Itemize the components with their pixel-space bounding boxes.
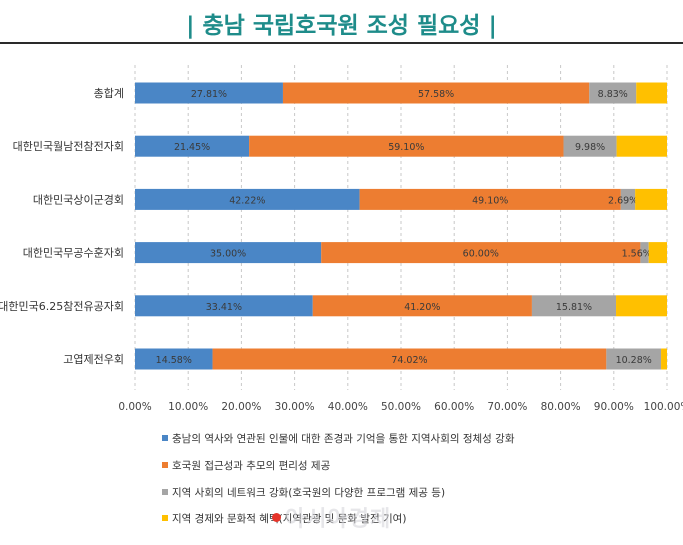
bar-segment	[620, 188, 636, 210]
data-label: 42.22%	[229, 195, 265, 206]
bar-segment	[531, 295, 617, 317]
bar-segment	[589, 82, 637, 104]
legend-swatch	[162, 462, 168, 468]
x-tick-label: 80.00%	[541, 401, 581, 413]
data-label: 2.69%	[608, 195, 638, 206]
category-label: 대한민국6.25참전유공자회	[0, 300, 124, 313]
title-divider	[0, 42, 683, 44]
data-label: 41.20%	[404, 302, 440, 313]
bar-segment	[249, 135, 564, 157]
x-tick-label: 20.00%	[221, 401, 261, 413]
data-label: 57.58%	[418, 89, 454, 100]
data-label: 21.45%	[174, 142, 210, 153]
bar-segment	[135, 135, 250, 157]
legend-label: 지역 사회의 네트워크 강화(호국원의 다양한 프로그램 제공 등)	[172, 486, 446, 499]
bar-segment	[661, 348, 667, 370]
x-tick-label: 100.00%	[644, 401, 683, 413]
bar-segment	[282, 82, 590, 104]
data-label: 1.56%	[622, 249, 652, 260]
data-label: 27.81%	[191, 89, 227, 100]
data-label: 10.28%	[616, 355, 652, 366]
data-label: 60.00%	[463, 249, 499, 260]
bar-segment	[359, 188, 621, 210]
stacked-bar-chart: 0.00% 10.00% 20.00% 30.00% 40.00% 50.00% 60.00…	[0, 65, 683, 413]
watermark-dot	[272, 513, 281, 522]
x-tick-label: 70.00%	[487, 401, 527, 413]
x-tick-label: 10.00%	[168, 401, 208, 413]
legend-swatch	[162, 435, 168, 441]
legend-label: 호국원 접근성과 추모의 편리성 제공	[172, 459, 331, 472]
category-label: 대한민국상이군경회	[33, 193, 124, 206]
category-label: 총합계	[94, 87, 124, 100]
category-label: 고엽제전우회	[63, 353, 124, 366]
bar-segment	[135, 348, 213, 370]
bar-segment	[135, 242, 322, 264]
bar-segment	[635, 188, 667, 210]
category-label: 대한민국무공수훈자회	[23, 247, 124, 260]
data-label: 35.00%	[210, 249, 246, 260]
bar-segment	[636, 82, 667, 104]
data-label: 9.98%	[575, 142, 605, 153]
bar-segment	[135, 82, 283, 104]
legend-item: 지역 경제와 문화적 혜택(지역관광 및 문화 발전 기여)	[162, 510, 406, 526]
bar-segment	[563, 135, 617, 157]
legend-item: 충남의 역사와 연관된 인물에 대한 존경과 기억을 통한 지역사회의 정체성 …	[162, 430, 515, 446]
bar-segment	[640, 242, 649, 264]
data-label: 59.10%	[388, 142, 424, 153]
data-label: 8.83%	[598, 89, 628, 100]
bar-segment	[616, 135, 667, 157]
legend-label: 충남의 역사와 연관된 인물에 대한 존경과 기억을 통한 지역사회의 정체성 …	[172, 432, 515, 445]
bar-segment	[606, 348, 662, 370]
legend-item: 지역 사회의 네트워크 강화(호국원의 다양한 프로그램 제공 등)	[162, 484, 445, 500]
bar-segment	[135, 188, 360, 210]
bar-segment	[648, 242, 667, 264]
x-tick-label: 30.00%	[275, 401, 315, 413]
x-tick-label: 50.00%	[381, 401, 421, 413]
category-label: 대한민국월남전참전자회	[13, 140, 124, 153]
legend-label: 지역 경제와 문화적 혜택(지역관광 및 문화 발전 기여)	[172, 512, 407, 525]
bar-segment	[321, 242, 641, 264]
bar-segment	[212, 348, 607, 370]
data-label: 74.02%	[391, 355, 427, 366]
legend-swatch	[162, 489, 168, 495]
legend-swatch	[162, 515, 168, 521]
page-title: | 충남 국립호국원 조성 필요성 |	[186, 13, 497, 39]
legend-item: 호국원 접근성과 추모의 편리성 제공	[162, 457, 330, 473]
bar-segment	[135, 295, 313, 317]
x-tick-label: 0.00%	[118, 401, 151, 413]
data-label: 49.10%	[472, 195, 508, 206]
data-label: 15.81%	[556, 302, 592, 313]
bar-segment	[312, 295, 532, 317]
data-label: 33.41%	[206, 302, 242, 313]
x-tick-label: 60.00%	[434, 401, 474, 413]
x-tick-label: 40.00%	[328, 401, 368, 413]
page-header: | 충남 국립호국원 조성 필요성 |	[0, 0, 683, 44]
data-label: 14.58%	[156, 355, 192, 366]
watermark: 아시아경제	[285, 507, 392, 532]
bar-segment	[616, 295, 667, 317]
x-tick-label: 90.00%	[594, 401, 634, 413]
